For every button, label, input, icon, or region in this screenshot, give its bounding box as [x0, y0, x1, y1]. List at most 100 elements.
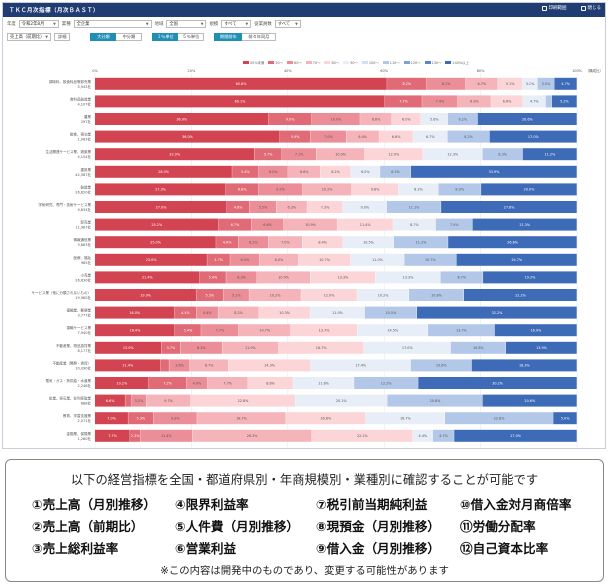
bar-segment	[258, 306, 310, 319]
bar-segment	[258, 165, 288, 178]
tab-1pct[interactable]: １％単位	[152, 33, 179, 41]
sales-select[interactable]: すべて ▼	[221, 20, 252, 28]
category-label: 調味料、飲食料品等卸売業	[49, 79, 91, 84]
legend-item: 110〜	[382, 60, 400, 65]
year-select[interactable]: 令和2年8月 ▼	[18, 20, 59, 28]
legend-item: 120〜	[403, 60, 421, 65]
data-label: 27.3%	[155, 188, 167, 192]
data-label: 8.9%	[455, 188, 464, 192]
bar-segment	[302, 236, 343, 249]
category-count: 42,587社	[75, 172, 91, 177]
data-label: 8.7%	[410, 223, 419, 227]
data-label: 4.4%	[419, 434, 428, 438]
category-label: 製造業	[81, 184, 92, 189]
bar-segment	[477, 113, 577, 125]
data-label: 6.8%	[238, 188, 247, 192]
bar-segment	[279, 130, 311, 143]
app-window: ＴＫＣ月次指標（月次ＢＡＳＴ） 印刷範囲 閉じる 年度 令和2年8月 ▼ 業種 全…	[2, 2, 606, 449]
data-label: 7.7%	[216, 329, 225, 333]
legend-swatch	[324, 61, 331, 64]
region-select[interactable]: 全国 ▼	[166, 20, 207, 28]
bar-segment	[410, 359, 472, 372]
indicator-select[interactable]: 売上高（前期比） ▼	[7, 33, 51, 41]
bar-segment	[554, 77, 577, 90]
bar-segment	[472, 218, 577, 231]
data-label: 9.2%	[276, 188, 285, 192]
legend-item: 70〜	[305, 60, 320, 65]
tab-two-years[interactable]: 前々年同月	[242, 33, 277, 41]
data-label: 13.7%	[456, 329, 468, 333]
data-label: 8.3%	[498, 153, 507, 157]
data-label: 6.7%	[231, 223, 240, 227]
bar-segment	[441, 201, 577, 213]
data-label: 7.4%	[436, 100, 445, 104]
bar-segment	[95, 130, 280, 143]
bar-segment	[360, 113, 392, 125]
chevron-down-icon: ▼	[53, 22, 56, 26]
print-button[interactable]: 印刷範囲	[541, 5, 567, 11]
data-label: 5.3%	[137, 417, 146, 421]
bar-segment	[342, 201, 387, 213]
chevron-down-icon: ▼	[245, 22, 249, 26]
x-tick-label: 100%	[572, 69, 583, 73]
tab-5pct[interactable]: ５％単位	[178, 33, 205, 41]
bar-segment	[290, 324, 358, 337]
bar-segment	[310, 306, 365, 319]
data-label: 5.9%	[291, 135, 300, 139]
tab-major[interactable]: 大分類	[90, 33, 117, 41]
legend-swatch	[287, 61, 294, 64]
tab-middle[interactable]: 中分類	[116, 33, 143, 41]
data-label: 4.7%	[561, 82, 570, 86]
data-label: 22.8%	[494, 417, 506, 421]
indicator-item: ①売上高（月別推移）	[32, 497, 157, 512]
bar-segment	[174, 324, 201, 337]
bar-segment	[483, 271, 577, 284]
close-button[interactable]: 閉じる	[580, 5, 601, 11]
detail-button[interactable]: 詳細	[54, 33, 71, 41]
data-label: 8.2%	[403, 82, 412, 86]
industry-select[interactable]: 全企業 ▼	[73, 20, 152, 28]
category-count: 3,777社	[77, 313, 91, 318]
bar-segment	[95, 394, 125, 407]
data-label: 3.7%	[167, 346, 176, 350]
bar-segment	[497, 77, 523, 90]
bar-segment	[420, 113, 448, 125]
bar-segment	[412, 429, 433, 442]
bar-segment	[199, 271, 226, 284]
bar-segment	[364, 148, 423, 161]
bar-segment	[207, 253, 230, 266]
category-label: 運輸サービス業	[67, 325, 92, 330]
data-label: 22.2%	[515, 293, 527, 297]
data-label: 11.2%	[416, 241, 428, 245]
bar-segment	[422, 148, 483, 161]
tab-prev-year[interactable]: 期間前年	[214, 33, 243, 41]
data-label: 27.8%	[504, 205, 516, 209]
bar-segment	[228, 359, 311, 372]
data-label: 8.4%	[318, 241, 327, 245]
bar-segment	[207, 377, 248, 389]
bar-segment	[95, 218, 219, 231]
bar-segment	[222, 341, 279, 354]
data-label: 10.8%	[431, 293, 443, 297]
indicator-item: ⑫自己資本比率	[460, 541, 549, 556]
bar-segment	[226, 201, 250, 213]
data-label: 27.0%	[510, 434, 522, 438]
bar-segment	[311, 429, 413, 442]
data-label: 14.5%	[387, 329, 399, 333]
category-label: サービス業（他に分類されないもの）	[32, 290, 92, 295]
employees-select[interactable]: すべて ▼	[274, 20, 301, 28]
category-count: 11,987社	[75, 225, 91, 230]
bar-segment	[160, 359, 169, 372]
data-label: 4.4%	[203, 311, 212, 315]
bar-segment	[95, 341, 162, 354]
data-label: 6.7%	[477, 82, 486, 86]
bar-segment	[447, 113, 478, 125]
data-label: 8.1%	[442, 82, 451, 86]
category-count: 10,090社	[75, 365, 91, 370]
category-label: 情報通信業	[74, 237, 92, 242]
bar-segment	[251, 218, 284, 231]
category-label: 電気・ガス・熱供給・水道業	[46, 378, 92, 383]
data-label: 36.0%	[182, 135, 194, 139]
unit-toggle: １％単位 ５％単位	[152, 33, 205, 41]
category-label: 小売業	[81, 272, 92, 277]
